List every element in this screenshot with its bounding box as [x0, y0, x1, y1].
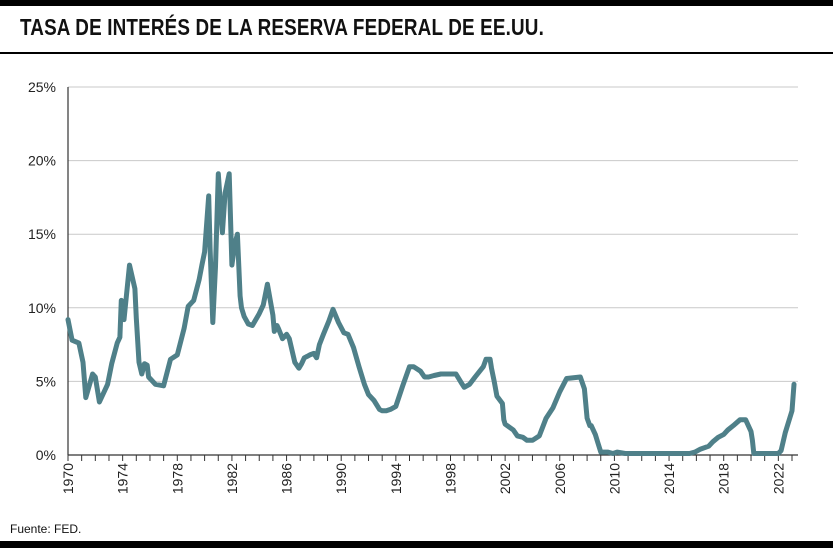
y-tick-label: 10%	[28, 300, 56, 316]
top-border	[0, 0, 833, 6]
y-tick-label: 20%	[28, 153, 56, 169]
x-tick-label: 2006	[552, 463, 568, 494]
gridlines	[67, 86, 798, 456]
x-tick-label: 1986	[279, 463, 295, 494]
x-tick-label: 1998	[442, 463, 458, 494]
interest-rate-line	[65, 171, 797, 456]
x-tick-label: 2002	[497, 463, 513, 494]
chart-area: 0% 5% 10% 15% 20% 25% 1970 1974 1978 1982 1986 199…	[28, 79, 798, 494]
x-axis-ticks	[67, 455, 793, 461]
y-tick-label: 5%	[36, 373, 56, 389]
title-divider	[0, 52, 833, 54]
x-tick-label: 1970	[60, 463, 76, 494]
chart-title: TASA DE INTERÉS DE LA RESERVA FEDERAL DE…	[20, 14, 544, 40]
x-tick-label: 1974	[115, 463, 131, 494]
x-tick-label: 2018	[716, 463, 732, 494]
x-tick-label: 1994	[388, 463, 404, 494]
x-tick-label: 1990	[333, 463, 349, 494]
x-axis-labels: 1970 1974 1978 1982 1986 1990 1994 1998 2002 2006…	[60, 463, 786, 494]
x-tick-label: 2010	[606, 463, 622, 494]
y-tick-label: 25%	[28, 79, 56, 95]
x-tick-label: 2022	[770, 463, 786, 494]
y-tick-label: 15%	[28, 226, 56, 242]
y-tick-label: 0%	[36, 447, 56, 463]
source-note: Fuente: FED.	[10, 522, 82, 536]
y-axis-labels: 0% 5% 10% 15% 20% 25%	[28, 79, 56, 463]
x-tick-label: 1982	[224, 463, 240, 494]
x-tick-label: 2014	[661, 463, 677, 494]
x-tick-label: 1978	[169, 463, 185, 494]
bottom-border	[0, 541, 833, 548]
